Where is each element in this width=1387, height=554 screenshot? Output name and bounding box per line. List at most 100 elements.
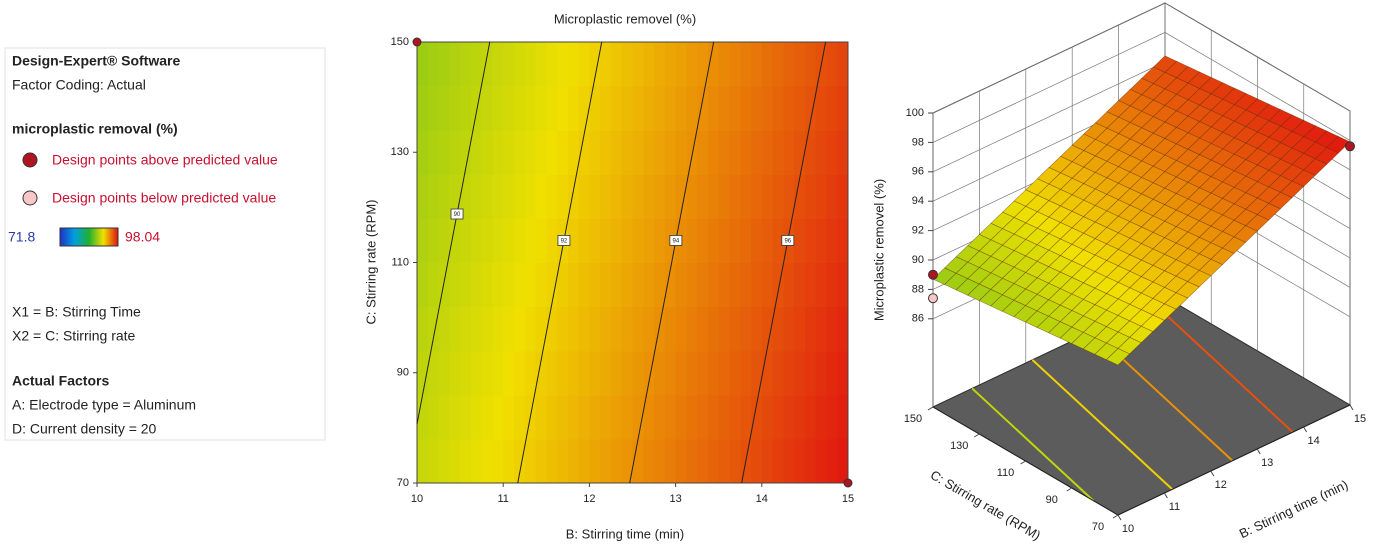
contour-fill [621, 130, 634, 175]
contour-fill [578, 306, 590, 352]
response: microplastic removal (%) [12, 121, 178, 137]
contour-fill [794, 86, 806, 131]
contour-fill [449, 86, 461, 131]
y-tick-label: 130 [391, 146, 409, 158]
contour-fill [794, 438, 806, 484]
contour-fill [686, 174, 698, 219]
contour-fill [837, 262, 849, 308]
contour-fill [567, 218, 580, 264]
contour-fill [503, 394, 515, 440]
y-tick-label: 90 [1046, 494, 1058, 506]
contour-fill [675, 438, 687, 484]
contour-label-box [781, 235, 795, 246]
contour-fill [492, 86, 504, 131]
contour-fill [707, 350, 720, 396]
contour-fill [761, 86, 774, 131]
contour-fill [794, 394, 806, 440]
contour-fill [794, 306, 806, 352]
contour-fill [438, 306, 450, 352]
contour-fill [772, 306, 784, 352]
contour-fill [804, 130, 817, 175]
x-tick-label: 13 [1261, 457, 1273, 469]
contour-fill [718, 86, 731, 131]
contour-fill [707, 86, 720, 131]
contour-fill [546, 350, 558, 396]
contour-fill [610, 306, 623, 352]
y-tick-label: 70 [397, 477, 409, 489]
contour-fill [492, 306, 504, 352]
contour-fill [632, 262, 644, 308]
contour-fill [557, 306, 569, 352]
contour-fill [492, 42, 504, 87]
contour-fill [664, 438, 677, 484]
contour-fill [772, 130, 784, 175]
contour-fill [460, 306, 472, 352]
contour-fill [427, 174, 440, 219]
contour-fill [707, 306, 720, 352]
contour-fill [654, 174, 666, 219]
contour-fill [815, 86, 828, 131]
contour-fill [675, 174, 687, 219]
contour-fill [427, 218, 440, 264]
contour-label-box [669, 235, 683, 246]
contour-fill [621, 174, 634, 219]
x-tick-label: 12 [583, 493, 595, 505]
contour-fill [557, 86, 569, 131]
contour-fill [761, 350, 774, 396]
x-tick-label: 13 [669, 493, 681, 505]
contour-fill [718, 130, 731, 175]
contour-fill [783, 438, 795, 484]
contour-fill [643, 42, 655, 87]
contour-fill [772, 438, 784, 484]
contour-fill [804, 438, 817, 484]
legend-box [4, 47, 326, 441]
contour-fill [589, 86, 601, 131]
contour-fill [664, 394, 677, 440]
contour-fill [632, 438, 644, 484]
contour-fill [718, 174, 731, 219]
contour-fill [794, 174, 806, 219]
contour-fill [600, 174, 612, 219]
contour-fill [460, 130, 472, 175]
contour-label: 96 [784, 239, 791, 245]
contour-fill [707, 130, 720, 175]
contour-fill [729, 42, 741, 87]
contour-fill [837, 306, 849, 352]
contour-fill [654, 218, 666, 264]
z-tick-label: 86 [912, 313, 924, 325]
contour-fill [772, 218, 784, 264]
design-point [843, 478, 853, 488]
contour-fill [718, 306, 731, 352]
contour-fill [567, 438, 580, 484]
factor-a: A: Electrode type = Aluminum [12, 397, 196, 413]
contour-fill [460, 218, 472, 264]
wall-grid [932, 32, 1351, 143]
contour-fill [557, 262, 569, 308]
contour-fill [492, 438, 504, 484]
contour-fill [632, 174, 644, 219]
contour-fill [535, 350, 547, 396]
factor-d: D: Current density = 20 [12, 421, 157, 437]
contour-fill [675, 86, 687, 131]
contour-fill [492, 130, 504, 175]
contour-fill [643, 262, 655, 308]
contour-fill [610, 350, 623, 396]
contour-fill [610, 86, 623, 131]
contour-fill [729, 438, 741, 484]
contour-fill [513, 218, 526, 264]
contour-fill [589, 174, 601, 219]
surface-c-label: C: Stirring rate (RPM) [928, 467, 1043, 543]
contour-fill [654, 86, 666, 131]
contour-fill [664, 306, 677, 352]
contour-fill [513, 174, 526, 219]
contour-fill [524, 350, 537, 396]
software: Design-Expert® Software [12, 53, 180, 69]
contour-fill [751, 394, 763, 440]
x-tick [1303, 426, 1308, 433]
contour-fill [718, 262, 731, 308]
contour-fill [826, 262, 838, 308]
contour-fill [718, 42, 731, 87]
contour-fill [707, 218, 720, 264]
contour-fill [417, 262, 429, 308]
contour-fill [707, 394, 720, 440]
